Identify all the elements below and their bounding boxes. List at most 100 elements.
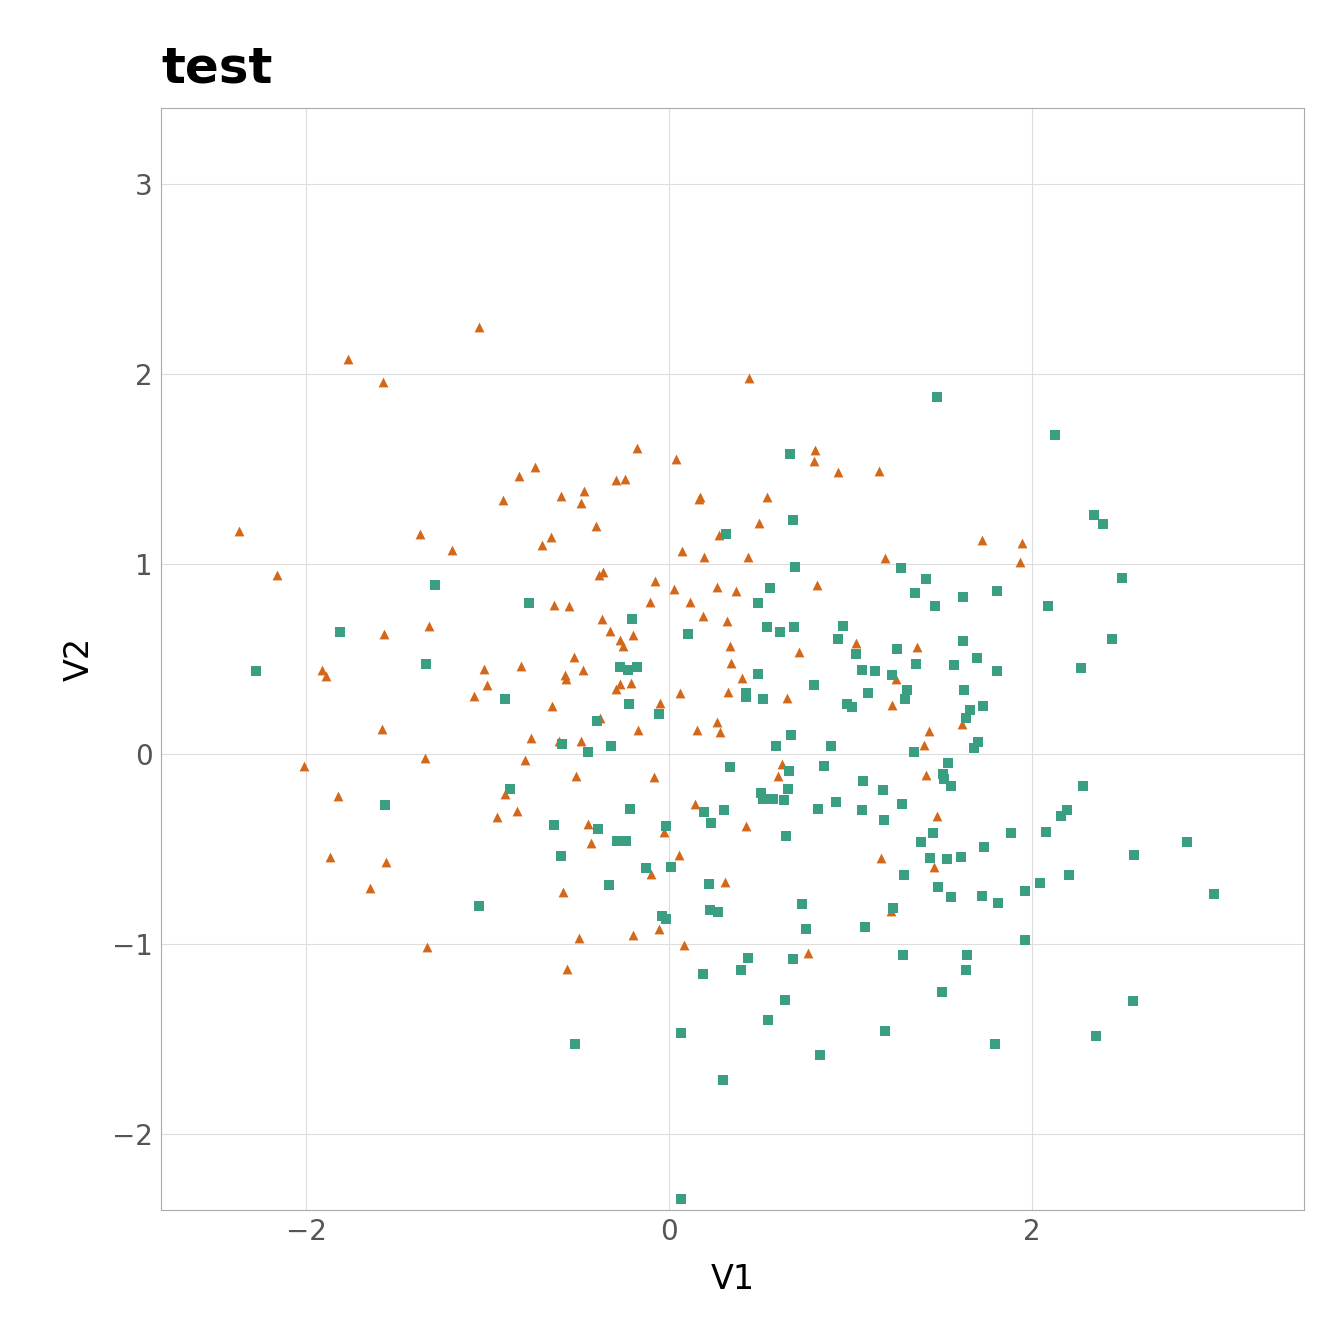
Point (926, 805, 948, 827)
Point (684, 793, 706, 814)
Point (731, 667, 753, 688)
Text: test: test (161, 44, 273, 93)
Point (788, 641, 809, 663)
Point (320, 847, 341, 868)
Point (925, 595, 946, 617)
Point (806, 574, 828, 595)
Point (757, 487, 778, 508)
Point (550, 485, 571, 507)
Point (1176, 831, 1198, 852)
Point (312, 659, 333, 680)
Point (712, 1070, 734, 1091)
Point (614, 468, 636, 489)
Point (1073, 775, 1094, 797)
Point (1035, 821, 1056, 843)
Point (868, 460, 890, 481)
Point (634, 857, 656, 879)
Point (415, 653, 437, 675)
Point (874, 547, 895, 569)
Point (570, 731, 591, 753)
Point (758, 1009, 780, 1031)
Point (960, 700, 981, 722)
Point (692, 606, 714, 628)
Point (645, 570, 667, 591)
Point (694, 801, 715, 823)
Point (890, 558, 911, 579)
Point (524, 456, 546, 477)
Point (694, 546, 715, 567)
Point (836, 694, 857, 715)
Point (767, 766, 789, 788)
Point (714, 800, 735, 821)
Point (941, 775, 962, 797)
Point (828, 628, 849, 649)
Point (968, 731, 989, 753)
Point (856, 681, 878, 703)
Point (337, 348, 359, 370)
Point (757, 617, 778, 638)
Point (1030, 872, 1051, 894)
Point (972, 886, 993, 907)
Point (886, 669, 907, 691)
Point (973, 695, 995, 716)
Point (719, 757, 741, 778)
Point (577, 813, 598, 835)
Point (641, 863, 663, 884)
Point (986, 581, 1008, 602)
Point (880, 900, 902, 922)
Point (892, 943, 914, 965)
Point (1036, 595, 1058, 617)
Point (864, 660, 886, 681)
Point (673, 934, 695, 956)
Point (747, 664, 769, 685)
Point (649, 692, 671, 714)
Point (473, 659, 495, 680)
Point (716, 523, 738, 544)
Point (790, 894, 812, 915)
Point (622, 609, 644, 630)
Point (425, 575, 446, 597)
Point (910, 831, 931, 852)
Point (782, 509, 804, 531)
Point (598, 875, 620, 896)
Point (895, 688, 917, 710)
Point (669, 683, 691, 704)
Point (626, 438, 648, 460)
Point (780, 444, 801, 465)
Point (622, 625, 644, 646)
Point (540, 527, 562, 548)
Point (551, 845, 573, 867)
Point (266, 564, 288, 586)
Point (616, 831, 637, 852)
Point (927, 876, 949, 898)
Point (1070, 657, 1091, 679)
Point (813, 755, 835, 777)
Point (918, 720, 939, 742)
Point (648, 703, 669, 724)
Point (938, 753, 960, 774)
Point (808, 798, 829, 820)
Point (495, 688, 516, 710)
Point (882, 898, 903, 919)
Point (707, 902, 728, 923)
Point (922, 823, 943, 844)
Point (953, 587, 974, 609)
Point (374, 624, 395, 645)
Point (417, 935, 438, 957)
Point (563, 646, 585, 668)
Point (782, 617, 804, 638)
Point (677, 624, 699, 645)
Point (802, 450, 824, 472)
Point (687, 719, 708, 741)
Point (508, 465, 530, 487)
Point (660, 856, 681, 878)
Point (1015, 929, 1036, 950)
Point (882, 664, 903, 685)
Point (699, 899, 720, 921)
Point (714, 872, 735, 894)
Point (828, 461, 849, 482)
Point (915, 569, 937, 590)
Point (778, 778, 800, 800)
Point (515, 749, 536, 770)
Point (620, 672, 641, 694)
